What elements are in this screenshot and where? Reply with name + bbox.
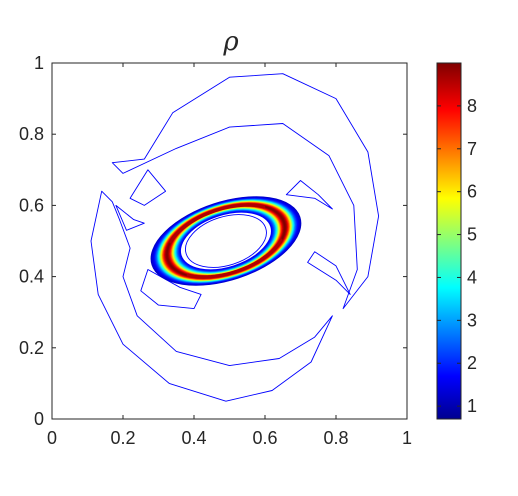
x-axis: 0 0.2 0.4 0.6 0.8 1 [47,63,412,448]
chart-title: ρ [222,27,239,57]
colorbar-tick-label: 4 [467,267,477,287]
inner-cavity-contour [185,214,267,268]
peak-contour-line [169,203,266,244]
x-tick-label: 0.8 [323,428,348,448]
contour-lines [90,73,380,402]
outer-contour-line [111,73,380,310]
x-tick-label: 0.6 [252,428,277,448]
colorbar-tick-label: 1 [467,396,477,416]
y-tick-label: 0.2 [19,338,44,358]
colorbar-tick-label: 8 [467,96,477,116]
x-tick-label: 0.2 [110,428,135,448]
y-tick-label: 0.8 [19,124,44,144]
y-axis: 0 0.2 0.4 0.6 0.8 1 [19,53,407,429]
x-tick-label: 1 [402,428,412,448]
outer-contour-line [140,269,202,310]
ring-contour-line [179,211,273,271]
y-tick-label: 0 [34,409,44,429]
x-tick-label: 0 [47,428,57,448]
colorbar-tick-label: 2 [467,353,477,373]
colorbar-tick-label: 5 [467,225,477,245]
peak-contour-line [186,238,283,279]
colorbar-tick-label: 6 [467,182,477,202]
outer-contour-line [129,169,167,206]
colorbar-tick-label: 3 [467,310,477,330]
y-tick-label: 1 [34,53,44,73]
colorbar [436,62,462,420]
outer-contour-line [90,190,333,402]
x-tick-label: 0.4 [181,428,206,448]
y-tick-label: 0.4 [19,267,44,287]
outer-contour-line [307,251,351,295]
outer-contour-line [115,204,145,231]
outer-contour-line [285,180,333,210]
colorbar-ticks: 1 2 3 4 5 6 7 8 [437,96,477,416]
colorbar-tick-label: 7 [467,139,477,159]
y-tick-label: 0.6 [19,195,44,215]
